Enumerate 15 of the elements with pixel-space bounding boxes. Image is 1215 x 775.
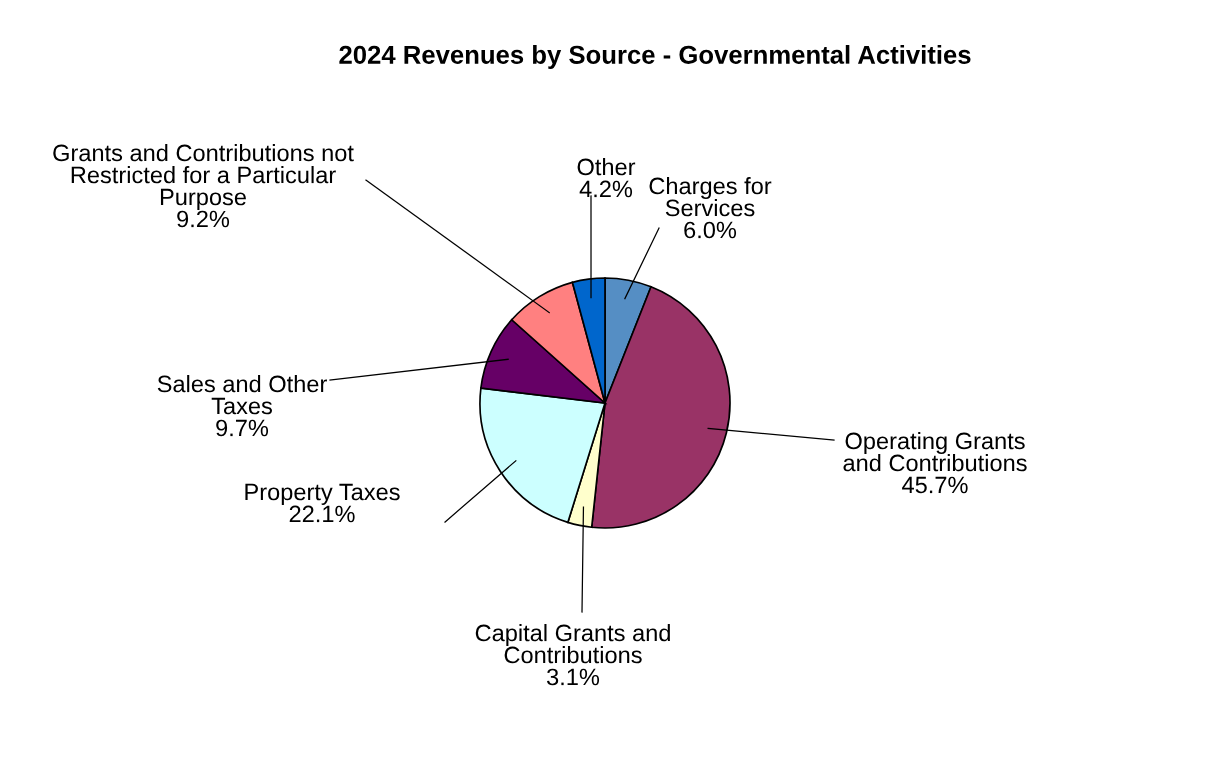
slice-label: Sales and Other Taxes bbox=[157, 374, 327, 415]
chart-title: 2024 Revenues by Source - Governmental Activities bbox=[339, 45, 971, 69]
data-label: 45.7% bbox=[902, 476, 968, 494]
slice-label: Capital Grants and Contributions bbox=[475, 623, 670, 664]
data-label: 9.2% bbox=[177, 210, 230, 228]
slice-label: Operating Grants and Contributions bbox=[843, 431, 1027, 472]
data-label: 22.1% bbox=[289, 505, 355, 523]
slice-label: Charges for Services bbox=[649, 176, 772, 217]
data-label: 6.0% bbox=[684, 221, 737, 239]
slice-label: Other bbox=[577, 157, 636, 176]
data-label: 9.7% bbox=[216, 419, 269, 437]
data-label: 4.2% bbox=[579, 180, 633, 198]
slice-label: Grants and Contributions not Restricted for a Particular Purpose bbox=[53, 143, 354, 211]
slice-label: Property Taxes bbox=[245, 483, 400, 505]
data-label: 3.1% bbox=[546, 668, 600, 686]
